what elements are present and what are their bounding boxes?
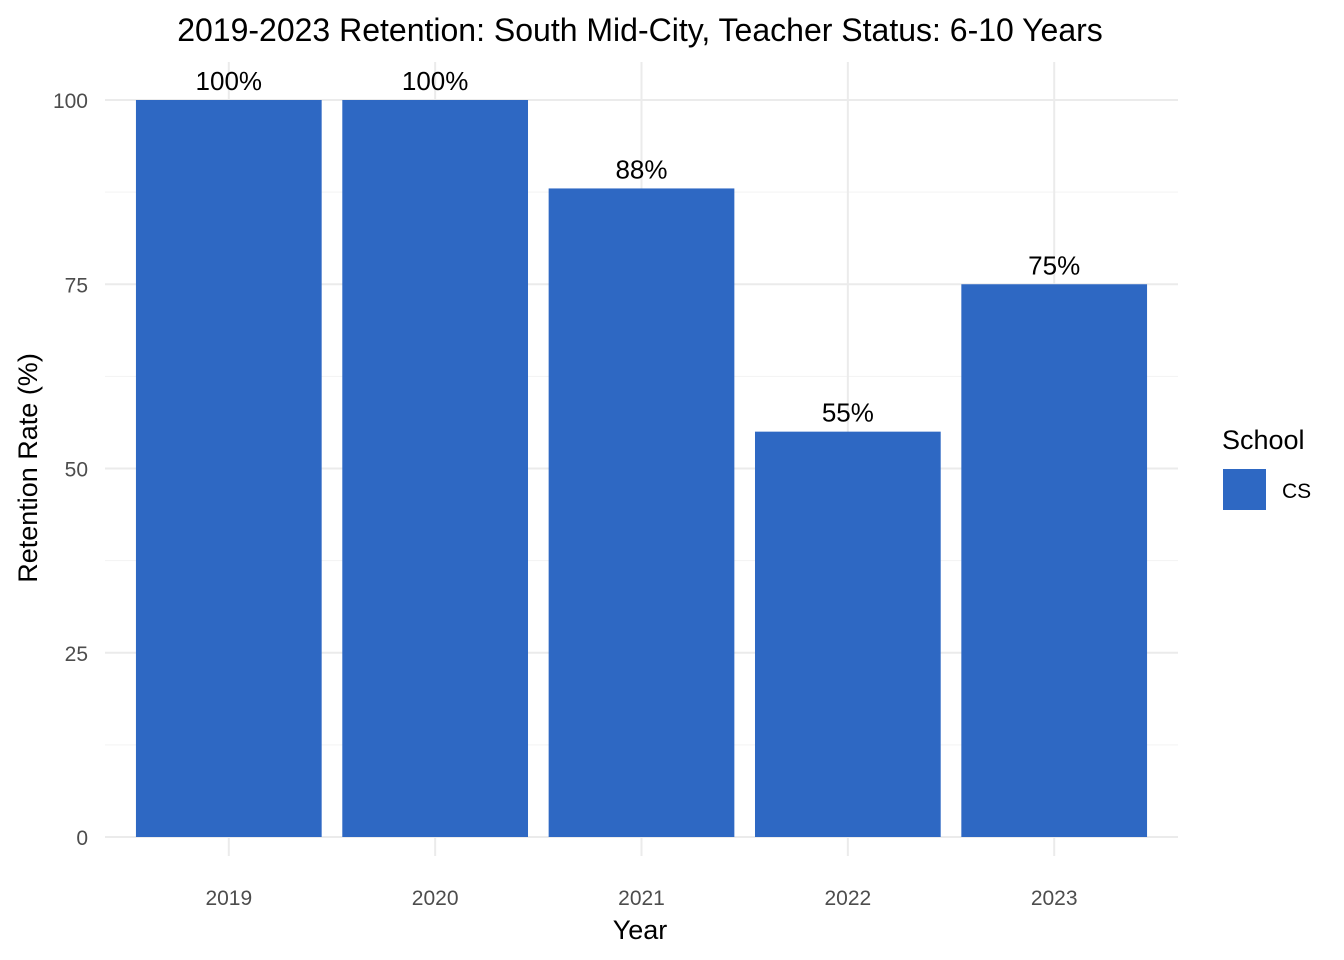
bar-2023 [961, 284, 1148, 837]
x-tick-label: 2021 [618, 887, 665, 910]
x-tick-label: 2022 [824, 887, 871, 910]
data-label-2020: 100% [402, 66, 469, 96]
x-axis-ticks: 2019 2020 2021 2022 2023 [205, 887, 1077, 910]
y-tick-label: 25 [65, 643, 88, 666]
data-labels: 100% 100% 88% 55% 75% [196, 66, 1081, 428]
data-label-2021: 88% [615, 154, 667, 184]
data-label-2019: 100% [196, 66, 263, 96]
y-tick-label: 100 [53, 90, 88, 113]
bar-2021 [548, 188, 735, 837]
y-tick-label: 0 [76, 827, 88, 850]
y-axis-ticks: 0 25 50 75 100 [53, 90, 88, 850]
legend-label-cs: CS [1282, 480, 1311, 503]
y-tick-label: 75 [65, 274, 88, 297]
x-tick-label: 2020 [412, 887, 459, 910]
bar-2022 [754, 431, 941, 837]
legend-swatch-cs [1223, 469, 1266, 510]
x-axis-title: Year [613, 915, 668, 945]
data-label-2022: 55% [822, 398, 874, 428]
y-tick-label: 50 [65, 459, 88, 482]
bars [135, 100, 1148, 837]
x-tick-label: 2019 [205, 887, 252, 910]
y-axis-title: Retention Rate (%) [13, 353, 43, 583]
data-label-2023: 75% [1028, 250, 1080, 280]
legend-title: School [1222, 425, 1305, 455]
bar-2019 [135, 100, 322, 837]
bar-2020 [342, 100, 529, 837]
legend: School CS [1222, 425, 1311, 510]
x-tick-label: 2023 [1031, 887, 1078, 910]
chart-title: 2019-2023 Retention: South Mid-City, Tea… [177, 12, 1103, 48]
